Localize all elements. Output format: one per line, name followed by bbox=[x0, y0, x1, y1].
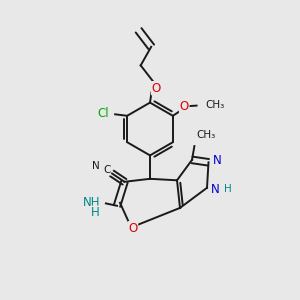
Text: Cl: Cl bbox=[98, 107, 109, 120]
Text: H: H bbox=[91, 206, 100, 219]
Text: O: O bbox=[128, 222, 137, 235]
Text: C: C bbox=[103, 165, 110, 175]
Text: N: N bbox=[211, 183, 219, 196]
Text: N: N bbox=[213, 154, 221, 167]
Text: O: O bbox=[152, 82, 161, 95]
Text: CH₃: CH₃ bbox=[205, 100, 224, 110]
Text: N: N bbox=[92, 161, 100, 171]
Text: H: H bbox=[224, 184, 231, 194]
Text: CH₃: CH₃ bbox=[197, 130, 216, 140]
Text: O: O bbox=[180, 100, 189, 113]
Text: NH: NH bbox=[82, 196, 100, 209]
